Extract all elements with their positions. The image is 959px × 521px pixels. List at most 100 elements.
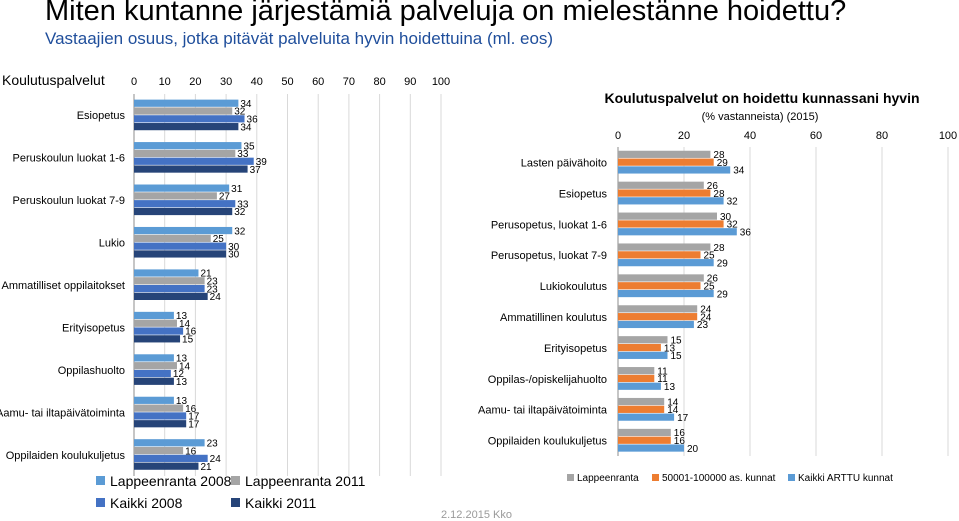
x-tick-label: 90 [404, 76, 416, 88]
category-label: Oppilas-/opiskelijahuolto [488, 374, 607, 386]
bar-kaikki-arttu-kunnat [618, 382, 661, 390]
bar-kaikki-2008 [134, 327, 184, 335]
data-label: 28 [713, 150, 725, 161]
category-label: Lukiokoulutus [540, 281, 608, 293]
x-tick-label: 80 [373, 76, 385, 88]
bar-50001-100000-as-kunnat [618, 343, 661, 352]
data-label: 16 [674, 436, 686, 447]
bar-50001-100000-as-kunnat [618, 220, 724, 228]
data-label: 32 [727, 220, 739, 231]
x-tick-label: 60 [312, 76, 324, 88]
data-label: 24 [700, 305, 712, 316]
category-label: Ammatilliset oppilaitokset [2, 280, 126, 292]
legend-label: Lappeenranta 2011 [245, 473, 366, 489]
bar-lappeenranta [618, 336, 668, 344]
category-label: Oppilaiden koulukuljetus [6, 450, 126, 462]
bar-kaikki-2011 [134, 292, 208, 300]
data-label: 16 [185, 446, 197, 457]
page-subtitle: Vastaajien osuus, jotka pitävät palvelui… [45, 29, 554, 48]
data-label: 15 [182, 335, 194, 346]
x-tick-label: 100 [432, 76, 450, 88]
data-label: 15 [671, 335, 683, 346]
chart-subtitle: (% vastanneista) (2015) [702, 111, 819, 123]
data-label: 33 [237, 199, 249, 210]
category-label: Aamu- tai iltapäivätoiminta [478, 405, 608, 417]
bar-lappeenranta [618, 181, 704, 189]
data-label: 24 [210, 454, 222, 465]
bar-50001-100000-as-kunnat [618, 189, 711, 197]
bar-kaikki-2008 [134, 115, 245, 123]
legend-label: Kaikki 2011 [245, 495, 317, 511]
data-label: 27 [219, 192, 231, 203]
bar-kaikki-2008 [134, 285, 205, 293]
bar-kaikki-arttu-kunnat [618, 351, 668, 359]
bar-lappeenranta-2008 [134, 354, 174, 362]
category-label: Ammatillinen koulutus [500, 312, 607, 324]
x-tick-label: 80 [876, 130, 888, 142]
category-label: Oppilashuolto [58, 365, 125, 377]
bar-lappeenranta-2011 [134, 234, 211, 242]
bar-50001-100000-as-kunnat [618, 282, 701, 290]
bar-kaikki-arttu-kunnat [618, 259, 714, 267]
bar-lappeenranta-2008 [134, 99, 239, 107]
data-label: 17 [677, 413, 689, 424]
legend-label: Lappeenranta 2008 [110, 473, 232, 489]
data-label: 30 [228, 250, 240, 261]
data-label: 32 [234, 207, 246, 218]
data-label: 14 [179, 361, 191, 372]
data-label: 17 [188, 412, 200, 423]
bar-kaikki-2011 [134, 165, 248, 173]
data-label: 25 [704, 251, 716, 262]
bar-lappeenranta-2008 [134, 396, 174, 404]
data-label: 30 [720, 212, 732, 223]
bar-lappeenranta [618, 305, 698, 313]
x-tick-label: 40 [251, 76, 263, 88]
legend-label: 50001-100000 as. kunnat [662, 473, 776, 484]
data-label: 26 [707, 274, 719, 285]
bar-kaikki-arttu-kunnat [618, 228, 737, 236]
bar-lappeenranta-2008 [134, 311, 174, 320]
category-label: Aamu- tai iltapäivätoiminta [0, 407, 126, 419]
bar-kaikki-2011 [134, 420, 187, 428]
chart-title: Koulutuspalvelut [2, 72, 105, 88]
data-label: 13 [176, 396, 188, 407]
bar-kaikki-2008 [134, 369, 171, 378]
bar-kaikki-2011 [134, 462, 199, 470]
legend-swatch [231, 498, 240, 507]
bar-kaikki-2011 [134, 377, 174, 385]
data-label: 15 [671, 351, 683, 362]
data-label: 21 [200, 269, 212, 280]
x-tick-label: 10 [159, 76, 171, 88]
bar-lappeenranta-2011 [134, 446, 184, 455]
chart-title: Koulutuspalvelut on hoidettu kunnassani … [604, 90, 919, 106]
bar-kaikki-2008 [134, 242, 227, 250]
data-label: 36 [247, 115, 259, 126]
data-label: 37 [250, 165, 262, 176]
bar-kaikki-arttu-kunnat [618, 413, 675, 421]
category-label: Esiopetus [77, 110, 126, 122]
x-tick-label: 0 [131, 76, 137, 88]
x-tick-label: 40 [744, 130, 756, 142]
data-label: 34 [240, 99, 252, 110]
data-label: 23 [207, 438, 219, 449]
x-tick-label: 100 [939, 130, 957, 142]
bar-kaikki-arttu-kunnat [618, 197, 724, 205]
bar-kaikki-2011 [134, 123, 239, 131]
x-tick-label: 60 [810, 130, 822, 142]
category-label: Oppilaiden koulukuljetus [488, 436, 608, 448]
data-label: 21 [200, 462, 212, 473]
bar-lappeenranta-2011 [134, 192, 217, 200]
data-label: 29 [717, 258, 729, 269]
bar-kaikki-arttu-kunnat [618, 289, 714, 298]
bar-50001-100000-as-kunnat [618, 405, 665, 413]
x-tick-label: 0 [615, 130, 621, 142]
bar-lappeenranta [618, 274, 704, 282]
legend-swatch [652, 474, 659, 481]
bar-50001-100000-as-kunnat [618, 251, 701, 259]
data-label: 35 [243, 141, 255, 152]
bar-lappeenranta-2008 [134, 439, 205, 447]
legend-swatch [231, 476, 240, 485]
data-label: 13 [664, 343, 676, 354]
x-tick-label: 70 [343, 76, 355, 88]
